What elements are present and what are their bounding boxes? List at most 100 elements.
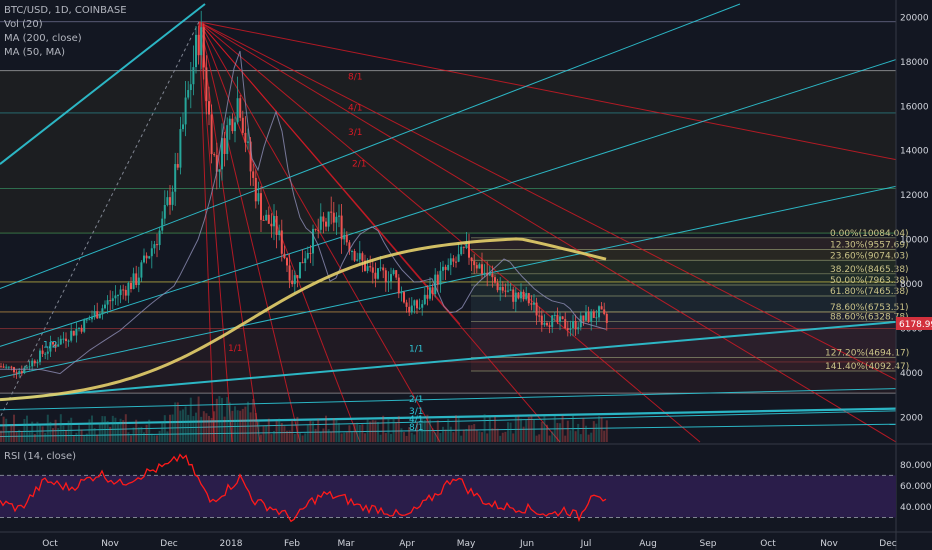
x-tick-label: Dec: [879, 539, 896, 549]
candle-body: [10, 366, 13, 368]
volume-bar: [312, 421, 314, 442]
candle-body: [436, 274, 439, 285]
volume-bar: [416, 421, 418, 442]
candle-body: [572, 321, 574, 329]
price-axis[interactable]: 2000018000160001400012000100008000600040…: [895, 0, 929, 550]
volume-bar: [572, 414, 574, 442]
candle-body: [426, 294, 429, 299]
volume-bar: [322, 428, 325, 442]
candle-body: [130, 283, 132, 289]
fan-label: 1/1: [228, 344, 242, 354]
volume-bar: [265, 425, 268, 442]
candle-body: [322, 216, 325, 222]
volume-bar: [405, 435, 408, 442]
volume-bar: [213, 411, 216, 442]
volume-bar: [460, 435, 463, 442]
volume-bar: [111, 415, 114, 442]
trend-line: [0, 388, 897, 411]
candle-body: [85, 319, 88, 321]
fan-label: 3/1: [348, 128, 362, 138]
volume-bar: [293, 433, 296, 442]
rsi-label: RSI (14, close): [4, 451, 76, 462]
volume-bar: [377, 421, 379, 442]
candle-body: [5, 366, 8, 368]
volume-bar: [418, 431, 421, 442]
y-tick-label: 20000: [900, 13, 929, 23]
volume-bar: [215, 398, 218, 442]
volume-bar: [228, 402, 231, 442]
volume-bar: [280, 423, 283, 442]
volume-bar: [291, 420, 294, 442]
moving-averages: [0, 50, 607, 402]
volume-bar: [486, 433, 489, 442]
candle-body: [80, 327, 83, 332]
volume-bar: [426, 414, 429, 442]
candle-body: [52, 342, 54, 345]
y-tick-label: 2000: [900, 414, 923, 424]
volume-bar: [296, 416, 299, 442]
rsi-tick-label: 40.0000: [900, 503, 932, 513]
fib-label: 88.60%(6328.78): [830, 312, 909, 322]
volume-bar: [345, 432, 348, 442]
volume-bar: [234, 406, 236, 442]
candle-body: [483, 272, 486, 274]
candle-body: [49, 342, 52, 352]
trend-line: [0, 59, 897, 347]
volume-bar: [306, 425, 309, 442]
candle-body: [306, 252, 309, 259]
volume-bar: [28, 430, 31, 442]
candle-body: [122, 289, 125, 291]
volume-bar: [10, 425, 13, 442]
candle-body: [338, 215, 340, 217]
candle-body: [358, 253, 361, 260]
candle-body: [57, 344, 60, 347]
volume-bar: [161, 422, 164, 442]
volume-bar: [582, 418, 585, 442]
speed-label: 8/1: [409, 423, 423, 433]
fib-zone: [471, 311, 896, 322]
volume-bar: [218, 396, 221, 442]
volume-bar: [379, 434, 382, 442]
volume-bar: [543, 416, 546, 442]
rsi-axis: 80.0000 60.0000 40.0000: [900, 461, 932, 513]
volume-bar: [556, 422, 559, 442]
volume-bar: [514, 416, 517, 442]
candle-body: [195, 34, 197, 68]
volume-bar: [85, 433, 88, 442]
volume-bar: [52, 428, 54, 442]
fib-zone: [471, 296, 896, 312]
candle-body: [239, 98, 242, 118]
candle-body: [15, 372, 18, 374]
candle-body: [556, 314, 559, 322]
volume-bar: [348, 425, 351, 442]
candle-body: [36, 362, 39, 364]
candle-body: [169, 197, 171, 205]
candle-body: [304, 258, 307, 264]
fib-label: 38.20%(8465.38): [830, 265, 909, 275]
candle-body: [247, 141, 249, 143]
candle-body: [434, 274, 437, 295]
volume-bar: [325, 415, 327, 442]
volume-bar: [361, 424, 364, 442]
candle-body: [429, 287, 431, 299]
speed-label: 1/1: [409, 345, 423, 355]
candle-body: [361, 253, 364, 261]
volume-bar: [561, 415, 564, 442]
candle-body: [319, 216, 322, 230]
volume-bar: [135, 419, 138, 442]
trend-line: [0, 423, 897, 437]
candle-body: [332, 212, 335, 223]
candle-body: [566, 328, 569, 330]
volume-bar: [413, 434, 416, 442]
candle-body: [72, 330, 75, 336]
time-axis[interactable]: Oct Nov Dec 2018 Feb Mar Apr May Jun Jul Aug Sep Oct…: [0, 531, 932, 549]
x-tick-label: Aug: [639, 539, 657, 549]
volume-bar: [439, 433, 442, 442]
trend-line: [0, 3, 741, 290]
candle-body: [59, 338, 62, 345]
volume-bar: [358, 424, 361, 442]
volume-bar: [507, 422, 509, 442]
volume-bar: [319, 432, 322, 442]
volume-bar: [114, 417, 117, 442]
